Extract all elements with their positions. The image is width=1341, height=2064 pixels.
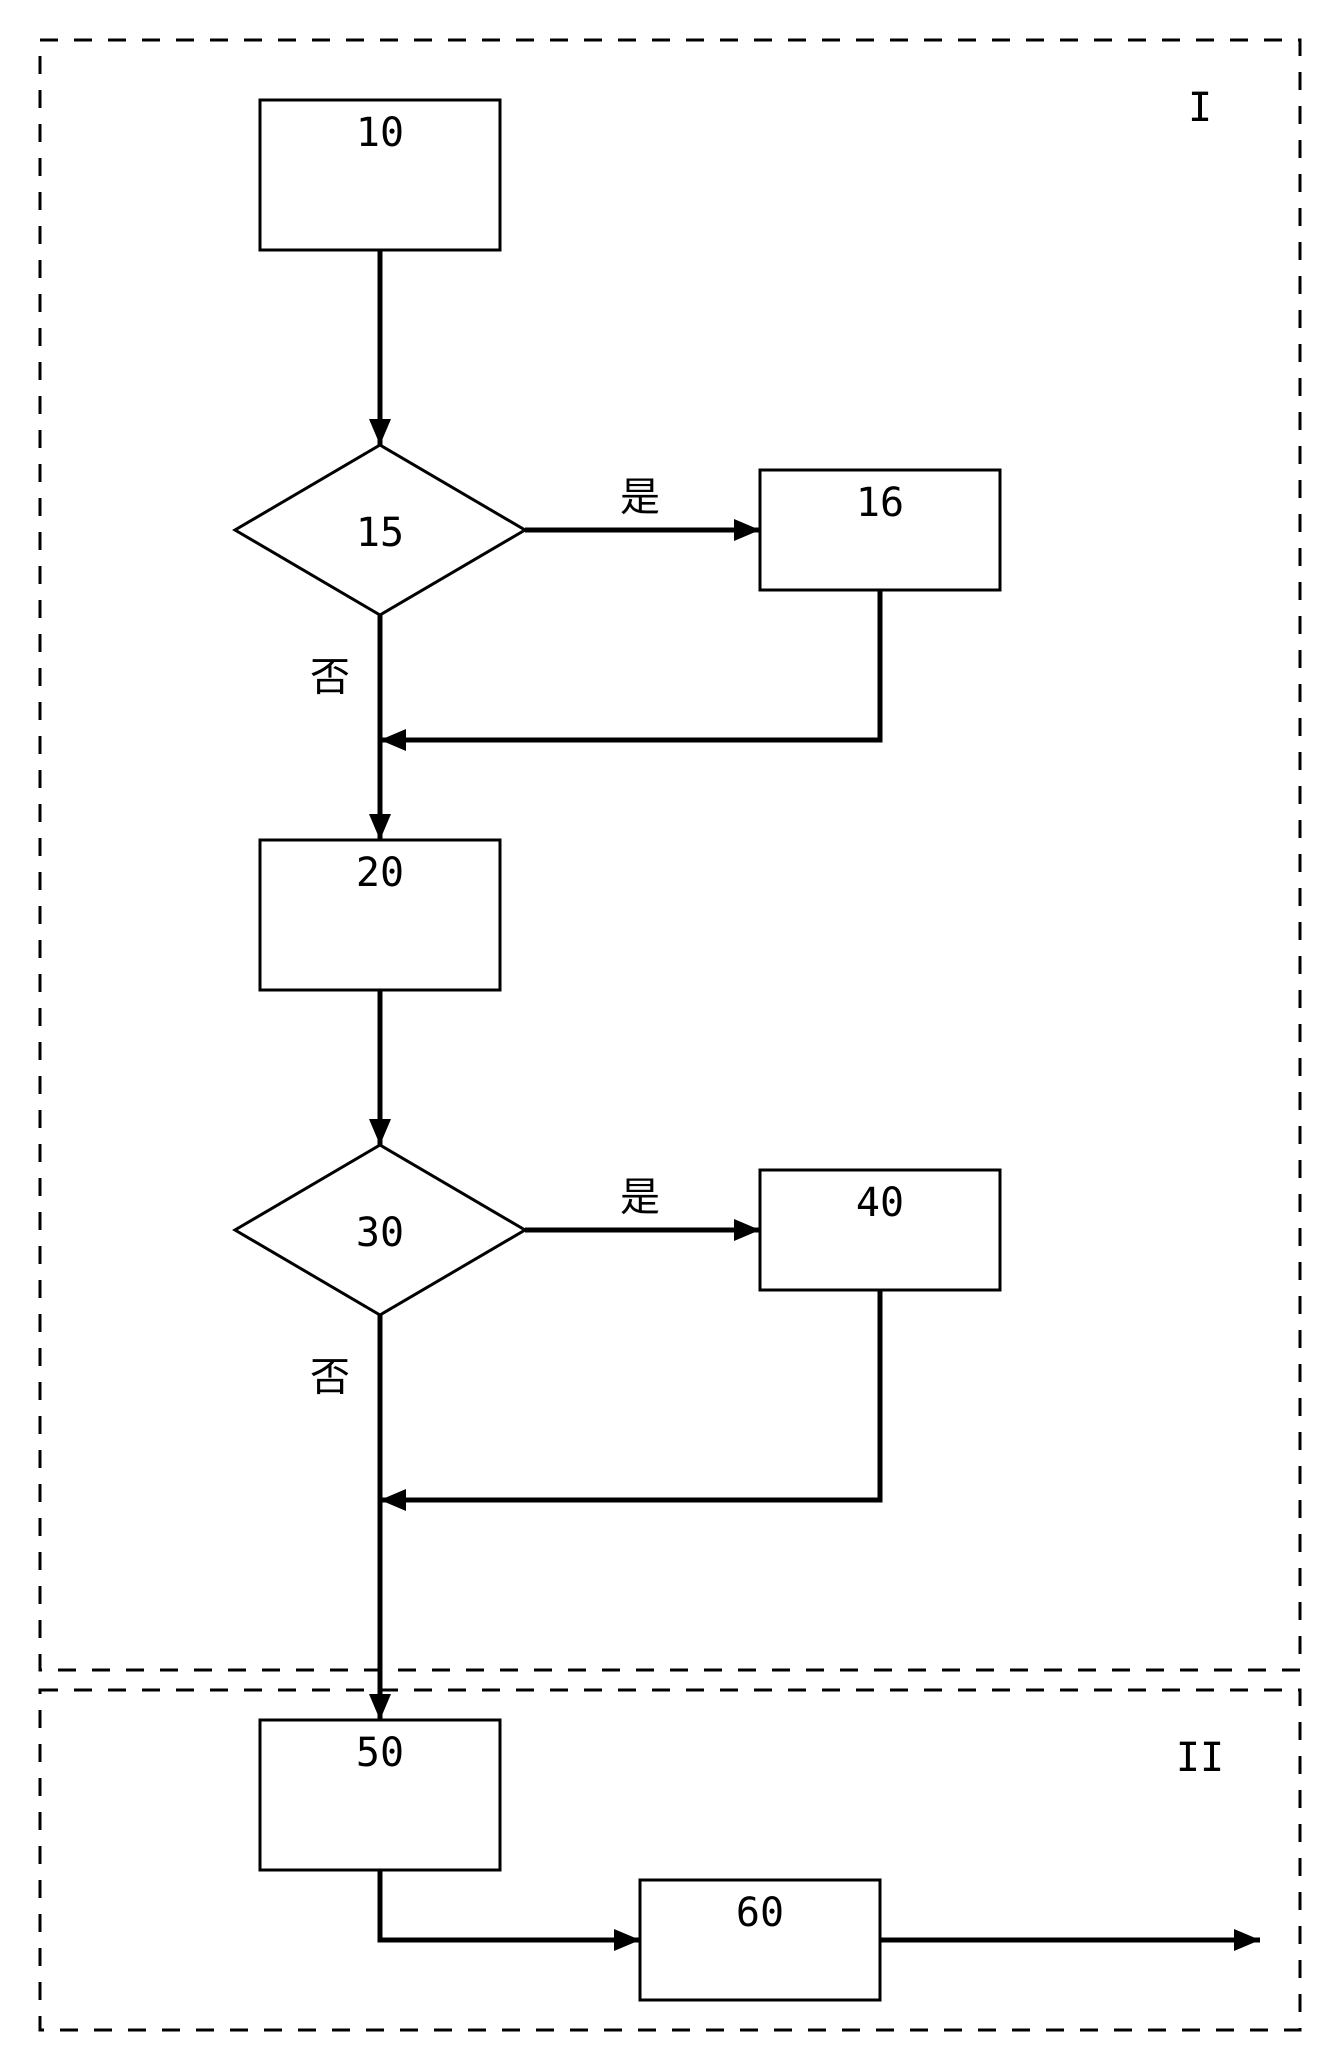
node-label-d30: 30 — [356, 1210, 404, 1256]
edge-label-e15-16: 是 — [620, 476, 660, 520]
node-label-n20: 20 — [356, 850, 404, 896]
node-label-n60: 60 — [736, 1890, 784, 1936]
node-label-n10: 10 — [356, 110, 404, 156]
flowchart-root: III是否是否1015162030405060 — [0, 0, 1341, 2064]
region-label-I: I — [1188, 85, 1212, 131]
edge-label-e30-50: 否 — [310, 1356, 350, 1400]
edge-label-e30-40: 是 — [620, 1176, 660, 1220]
node-label-n16: 16 — [856, 480, 904, 526]
node-label-d15: 15 — [356, 510, 404, 556]
region-label-II: II — [1176, 1735, 1224, 1781]
node-label-n50: 50 — [356, 1730, 404, 1776]
edge-label-e15-20: 否 — [310, 656, 350, 700]
node-label-n40: 40 — [856, 1180, 904, 1226]
